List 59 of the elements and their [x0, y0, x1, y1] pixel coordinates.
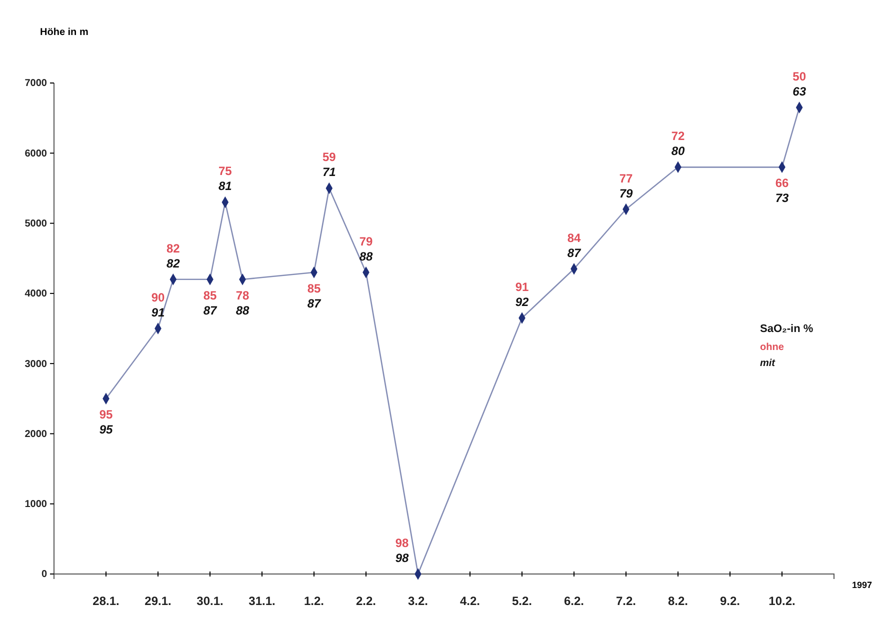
y-tick-label: 0	[41, 569, 48, 580]
annotation: 87	[203, 303, 218, 318]
annotation: 85	[203, 288, 217, 302]
annotation: 90	[151, 290, 165, 304]
annotation: 81	[218, 179, 232, 194]
annotation: ohne	[760, 342, 784, 353]
annotation: 87	[307, 296, 322, 310]
y-tick-label: 2000	[24, 428, 48, 440]
annotation: 95	[99, 422, 113, 437]
annotation: 79	[619, 186, 633, 200]
annotation: 79	[359, 234, 373, 248]
annotation: 82	[166, 241, 180, 256]
y-axis-title: Höhe in m	[40, 27, 88, 38]
annotation: 85	[307, 281, 321, 296]
x-tick-label: 6.2.	[564, 594, 584, 608]
annotation: 84	[567, 230, 581, 245]
annotation: 82	[166, 256, 180, 270]
x-tick-label: 2.2.	[356, 594, 376, 608]
annotation: 91	[151, 306, 165, 320]
annotation: 78	[236, 288, 250, 302]
annotation: 73	[775, 191, 789, 206]
annotation: 87	[567, 246, 582, 260]
annotation: 75	[218, 164, 232, 178]
x-axis-title: 1997	[852, 580, 872, 590]
annotation: 95	[99, 408, 113, 422]
x-tick-label: 10.2.	[768, 594, 796, 608]
annotation: 98	[395, 551, 409, 565]
x-tick-label: 5.2.	[512, 594, 532, 608]
x-tick-label: 28.1.	[92, 594, 120, 608]
x-tick-label: 29.1.	[144, 594, 172, 608]
annotation: mit	[760, 358, 776, 369]
annotation: 92	[515, 294, 529, 309]
x-tick-label: 7.2.	[616, 594, 636, 608]
y-tick-label: 6000	[24, 148, 48, 160]
x-tick-label: 30.1.	[196, 594, 224, 608]
x-tick-label: 1.2.	[304, 594, 324, 608]
x-tick-label: 4.2.	[460, 594, 480, 608]
x-tick-label: 31.1.	[248, 594, 276, 608]
annotation: 59	[322, 150, 336, 164]
annotation: 71	[322, 165, 336, 180]
annotation: 88	[359, 249, 373, 264]
annotation: 50	[792, 70, 806, 84]
x-tick-label: 8.2.	[668, 594, 688, 608]
y-tick-label: 1000	[24, 499, 48, 510]
x-tick-label: 9.2.	[720, 594, 740, 608]
y-tick-label: 7000	[24, 78, 48, 90]
annotation: SaO₂-in %	[760, 323, 814, 335]
x-tick-label: 3.2.	[408, 594, 428, 608]
annotation: 91	[515, 280, 529, 294]
y-tick-label: 4000	[24, 288, 48, 300]
annotation: 72	[671, 129, 685, 144]
y-tick-label: 5000	[24, 218, 48, 230]
annotation: 77	[619, 171, 633, 186]
annotation: 88	[236, 303, 250, 318]
annotation: 98	[395, 536, 409, 550]
annotation: 63	[792, 84, 806, 99]
annotation: 80	[671, 144, 685, 158]
y-tick-label: 3000	[24, 358, 48, 370]
annotation: 66	[775, 176, 789, 190]
